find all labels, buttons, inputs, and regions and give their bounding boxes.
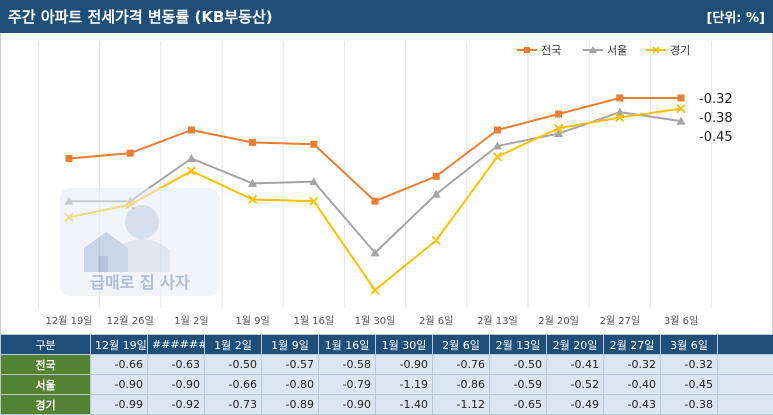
table-cell: -1.19: [376, 375, 433, 395]
column-header: 2월 20일: [547, 335, 604, 355]
table-cell: -0.99: [91, 395, 148, 415]
data-point: [371, 286, 379, 294]
watermark-text: 급매로 집 사자: [90, 273, 190, 292]
column-header: 12월 19일: [91, 335, 148, 355]
data-point: [678, 94, 685, 101]
table-cell: -1.12: [433, 395, 490, 415]
table-cell: -0.63: [148, 355, 205, 375]
table-cell: -0.52: [547, 375, 604, 395]
table-spacer: [718, 375, 773, 395]
data-point: [188, 127, 195, 134]
x-tick-label: 2월 6일: [419, 315, 453, 327]
end-value-label: -0.38: [699, 111, 733, 126]
table-cell: -0.58: [319, 355, 376, 375]
table-cell: -0.65: [490, 395, 547, 415]
table-cell: -0.59: [490, 375, 547, 395]
table-cell: -0.90: [319, 395, 376, 415]
x-tick-label: 1월 2일: [174, 315, 208, 327]
x-tick-label: 3월 6일: [664, 315, 698, 327]
data-point: [555, 110, 562, 117]
legend-label: 경기: [670, 44, 690, 57]
table-cell: -0.86: [433, 375, 490, 395]
legend-marker: [524, 47, 530, 53]
end-value-label: -0.32: [699, 92, 733, 107]
table-cell: -0.89: [262, 395, 319, 415]
x-tick-label: 1월 9일: [235, 315, 269, 327]
row-label: 서울: [1, 375, 91, 395]
data-point: [249, 139, 256, 146]
table-cell: -0.32: [661, 355, 718, 375]
data-point: [66, 155, 73, 162]
column-header: 1월 2일: [205, 335, 262, 355]
data-point: [372, 198, 379, 205]
table-spacer: [718, 355, 773, 375]
table-row: 경기-0.99-0.92-0.73-0.89-0.90-1.40-1.12-0.…: [1, 395, 773, 415]
x-tick-label: 2월 27일: [599, 315, 640, 327]
table-cell: -0.92: [148, 395, 205, 415]
title-bar: 주간 아파트 전세가격 변동률 (KB부동산) [단위: %]: [0, 0, 773, 33]
row-label: 경기: [1, 395, 91, 415]
table-cell: -0.43: [604, 395, 661, 415]
column-header: 1월 30일: [376, 335, 433, 355]
table-cell: -0.57: [262, 355, 319, 375]
table-cell: -0.50: [490, 355, 547, 375]
page-title: 주간 아파트 전세가격 변동률 (KB부동산): [8, 6, 273, 27]
column-header: 1월 9일: [262, 335, 319, 355]
column-header: 2월 6일: [433, 335, 490, 355]
table-cell: -0.80: [262, 375, 319, 395]
data-point: [616, 94, 623, 101]
legend-label: 서울: [607, 44, 627, 57]
data-point: [433, 173, 440, 180]
row-label: 전국: [1, 355, 91, 375]
table-cell: -1.40: [376, 395, 433, 415]
table-cell: -0.49: [547, 395, 604, 415]
x-tick-label: 1월 30일: [355, 315, 396, 327]
table-cell: -0.38: [661, 395, 718, 415]
table-cell: -0.90: [148, 375, 205, 395]
data-point: [432, 236, 440, 244]
table-cell: -0.73: [205, 395, 262, 415]
table-cell: -0.66: [205, 375, 262, 395]
legend-label: 전국: [541, 44, 561, 57]
x-tick-label: 2월 13일: [477, 315, 518, 327]
x-tick-label: 2월 20일: [538, 315, 579, 327]
table-header-label: 구분: [1, 335, 91, 355]
table-cell: -0.41: [547, 355, 604, 375]
data-point: [493, 153, 501, 161]
table-cell: -0.66: [91, 355, 148, 375]
x-tick-label: 12월 19일: [45, 315, 92, 327]
data-point: [494, 127, 501, 134]
table-cell: -0.76: [433, 355, 490, 375]
table-cell: -0.50: [205, 355, 262, 375]
watermark-logo: 급매로 집 사자: [60, 188, 220, 296]
table-spacer: [718, 395, 773, 415]
table-spacer: [718, 335, 773, 355]
unit-label: [단위: %]: [706, 7, 765, 26]
data-point: [127, 150, 134, 157]
data-point: [310, 141, 317, 148]
data-point: [187, 154, 196, 162]
table-cell: -0.45: [661, 375, 718, 395]
end-value-label: -0.45: [699, 130, 733, 145]
x-tick-label: 1월 16일: [293, 315, 334, 327]
data-point: [187, 167, 195, 175]
column-header: 1월 16일: [319, 335, 376, 355]
column-header: 3월 6일: [661, 335, 718, 355]
x-tick-label: 12월 26일: [107, 315, 154, 327]
table-cell: -0.90: [91, 375, 148, 395]
table-row: 서울-0.90-0.90-0.66-0.80-0.79-1.19-0.86-0.…: [1, 375, 773, 395]
column-header: 2월 27일: [604, 335, 661, 355]
table-cell: -0.32: [604, 355, 661, 375]
column-header: ######: [148, 335, 205, 355]
column-header: 2월 13일: [490, 335, 547, 355]
table-cell: -0.79: [319, 375, 376, 395]
table-row: 전국-0.66-0.63-0.50-0.57-0.58-0.90-0.76-0.…: [1, 355, 773, 375]
table-cell: -0.90: [376, 355, 433, 375]
table-cell: -0.40: [604, 375, 661, 395]
